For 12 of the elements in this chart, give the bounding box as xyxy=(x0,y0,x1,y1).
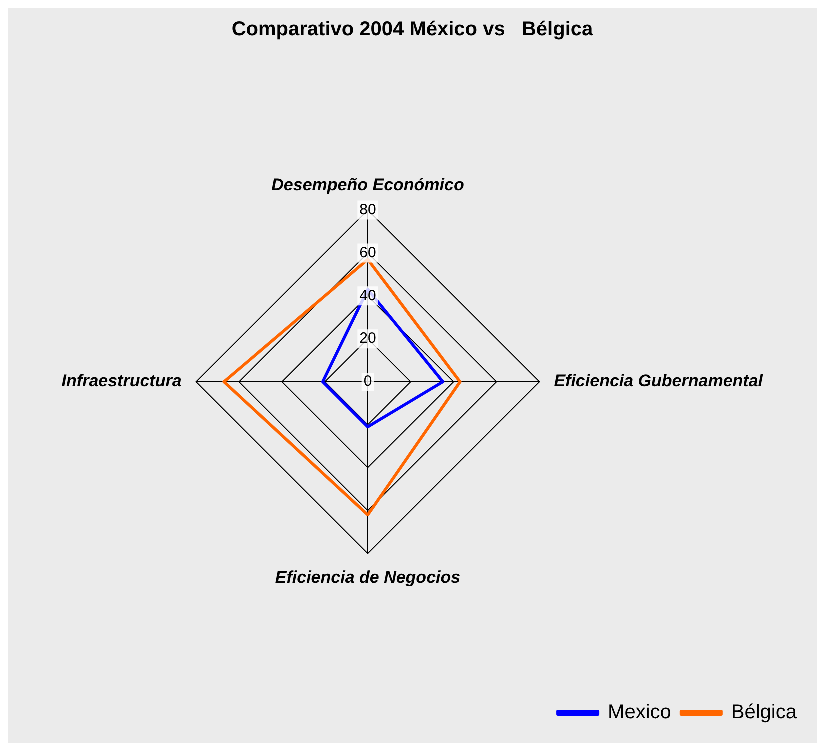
spoke-label: Desempeño Económico xyxy=(272,175,464,194)
y-tick-label: 40 xyxy=(360,287,376,304)
y-tick-label: 60 xyxy=(360,244,376,262)
y-tick-label: 0 xyxy=(364,373,372,390)
spoke-label: Infraestructura xyxy=(62,372,182,391)
legend-label: Mexico xyxy=(608,702,672,724)
spoke-label: Eficiencia de Negocios xyxy=(275,568,461,588)
legend-label: Bélgica xyxy=(731,702,798,724)
y-tick-label: 20 xyxy=(360,330,376,348)
spoke-label: Eficiencia Gubernamental xyxy=(554,372,764,391)
y-tick-label: 80 xyxy=(360,201,376,218)
chart-title: Comparativo 2004 México vs Bélgica xyxy=(232,18,594,41)
